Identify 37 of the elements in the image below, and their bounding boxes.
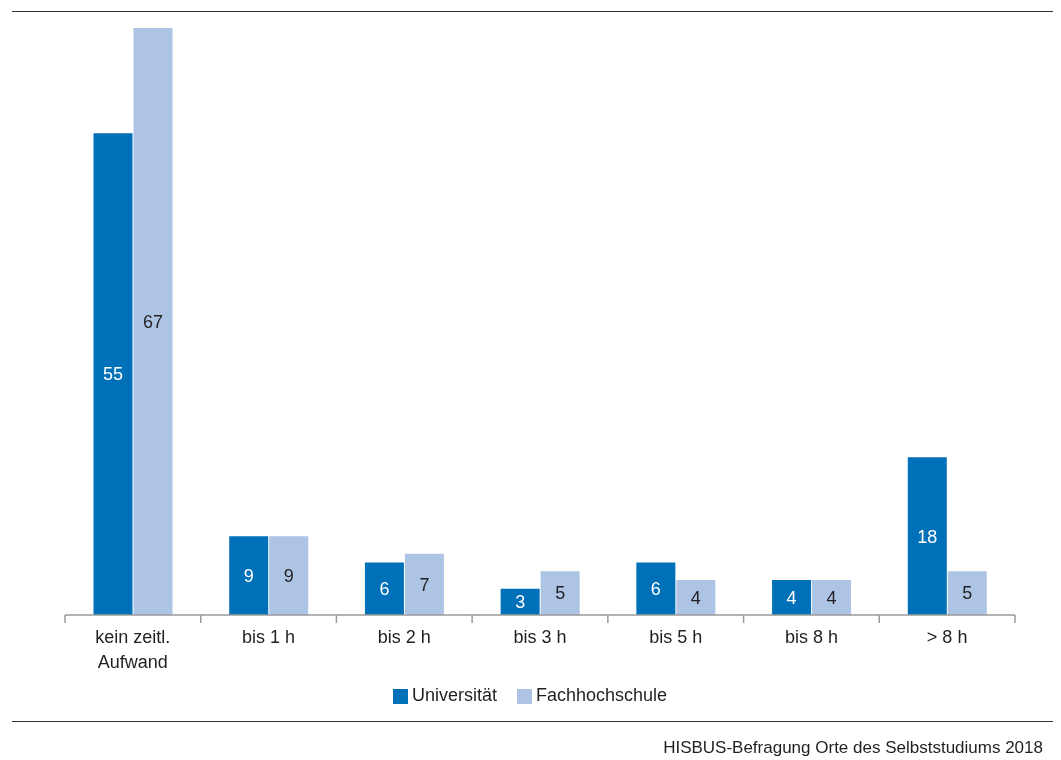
x-tick-label: bis 2 h (377, 627, 431, 647)
x-tick-label: bis 8 h (784, 627, 838, 647)
x-tick-label: > 8 h (926, 627, 968, 647)
data-label: 7 (419, 574, 430, 595)
text: HISBUS-Befragung Orte des Selbststudiums 2018 (663, 738, 1043, 758)
data-label: 3 (515, 592, 526, 613)
bar (947, 571, 987, 615)
bar (812, 579, 852, 615)
bar (404, 553, 444, 615)
x-tick-label: kein zeitl. Aufwand (95, 627, 171, 672)
data-label: 18 (917, 526, 938, 547)
bar (93, 133, 133, 615)
data-label: 4 (826, 587, 837, 608)
x-tick-label: bis 3 h (513, 627, 567, 647)
data-label: 67 (142, 311, 164, 332)
data-label: 6 (650, 579, 661, 600)
bar (907, 457, 947, 615)
data-label: 4 (786, 587, 797, 608)
bar (676, 579, 716, 615)
bar (364, 562, 404, 615)
data-label: 9 (243, 565, 254, 586)
data-label: 55 (102, 364, 124, 385)
bar (636, 562, 676, 615)
bar (540, 571, 580, 615)
bar (133, 28, 173, 615)
data-label: 5 (962, 583, 973, 604)
data-label: 4 (690, 587, 701, 608)
data-label: 9 (283, 565, 294, 586)
bar (772, 579, 812, 615)
legend-label: Fachhochschule (535, 685, 668, 705)
data-label: 6 (379, 579, 390, 600)
bar (229, 536, 269, 615)
x-tick-label: bis 5 h (649, 627, 703, 647)
x-tick-label: bis 1 h (242, 627, 296, 647)
data-label: 5 (555, 583, 566, 604)
legend-label: Universität (411, 685, 497, 705)
bar (269, 536, 309, 615)
